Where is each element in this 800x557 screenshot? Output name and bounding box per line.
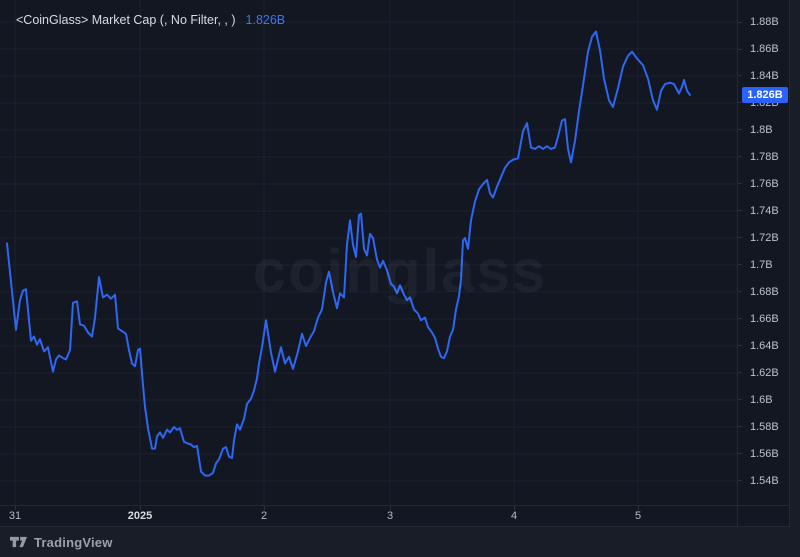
price-axis-label: 1.7B xyxy=(750,258,773,271)
time-axis-tick xyxy=(140,506,141,510)
price-axis-tick xyxy=(738,237,742,239)
price-axis-label: 1.58B xyxy=(750,420,779,433)
tradingview-label: TradingView xyxy=(34,534,113,550)
time-axis-tick xyxy=(390,506,391,510)
price-pane[interactable]: coinglass <CoinGlass> Market Cap (, No F… xyxy=(0,0,737,505)
chart-widget: coinglass <CoinGlass> Market Cap (, No F… xyxy=(0,0,790,527)
price-axis-label: 1.8B xyxy=(750,123,773,136)
price-axis-tick xyxy=(738,426,742,428)
time-axis-label: 2025 xyxy=(127,510,153,522)
price-axis-label: 1.64B xyxy=(750,339,779,352)
time-axis-label: 5 xyxy=(634,510,642,522)
time-axis-tick xyxy=(638,506,639,510)
time-axis-tick xyxy=(514,506,515,510)
time-axis-tick xyxy=(15,506,16,510)
price-axis-tick xyxy=(738,318,742,320)
price-axis-tick xyxy=(738,453,742,455)
price-axis-tick xyxy=(738,48,742,50)
attribution-bar: TradingView xyxy=(0,527,800,557)
price-axis-label: 1.54B xyxy=(750,474,779,487)
time-axis-tick xyxy=(264,506,265,510)
time-axis-label: 4 xyxy=(510,510,518,522)
price-axis-label: 1.74B xyxy=(750,204,779,217)
current-price-badge: 1.826B xyxy=(742,86,788,103)
time-axis[interactable]: 31 2025 2 3 4 5 xyxy=(0,505,790,526)
price-axis-tick xyxy=(738,156,742,158)
price-axis-label: 1.72B xyxy=(750,231,779,244)
price-axis-label: 1.66B xyxy=(750,312,779,325)
price-axis-tick xyxy=(738,75,742,77)
price-axis-tick xyxy=(738,102,742,104)
price-axis-label: 1.62B xyxy=(750,366,779,379)
price-axis-tick xyxy=(738,345,742,347)
series-legend: <CoinGlass> Market Cap (, No Filter, , )… xyxy=(16,13,285,27)
price-axis-tick xyxy=(738,291,742,293)
time-axis-label: 2 xyxy=(260,510,268,522)
price-axis-tick xyxy=(738,399,742,401)
price-axis-label: 1.84B xyxy=(750,69,779,82)
price-axis-label: 1.6B xyxy=(750,393,773,406)
price-axis-tick xyxy=(738,264,742,266)
price-axis-label: 1.88B xyxy=(750,16,779,28)
series-line xyxy=(6,30,691,477)
legend-title: <CoinGlass> Market Cap (, No Filter, , ) xyxy=(16,13,236,27)
price-axis-tick xyxy=(738,183,742,185)
price-axis[interactable]: 1.826B 1.88B 1.86B 1.84B 1.82B 1.8B 1.78B 1.76… xyxy=(737,0,790,527)
gridlines xyxy=(0,0,737,505)
price-axis-label: 1.76B xyxy=(750,177,779,190)
tradingview-logo-icon xyxy=(10,536,27,548)
price-axis-tick xyxy=(738,480,742,482)
coinglass-watermark: coinglass xyxy=(252,237,548,305)
chart-canvas xyxy=(0,0,737,505)
price-axis-label: 1.78B xyxy=(750,150,779,163)
legend-value: 1.826B xyxy=(245,13,286,27)
tradingview-link[interactable]: TradingView xyxy=(10,535,113,550)
time-axis-label: 3 xyxy=(386,510,394,522)
price-axis-label: 1.68B xyxy=(750,285,779,298)
price-axis-label: 1.86B xyxy=(750,43,779,55)
price-axis-tick xyxy=(738,372,742,374)
price-axis-tick xyxy=(738,21,742,23)
price-axis-label: 1.56B xyxy=(750,447,779,460)
price-axis-tick xyxy=(738,210,742,212)
price-axis-tick xyxy=(738,129,742,131)
time-axis-label: 31 xyxy=(8,510,22,522)
